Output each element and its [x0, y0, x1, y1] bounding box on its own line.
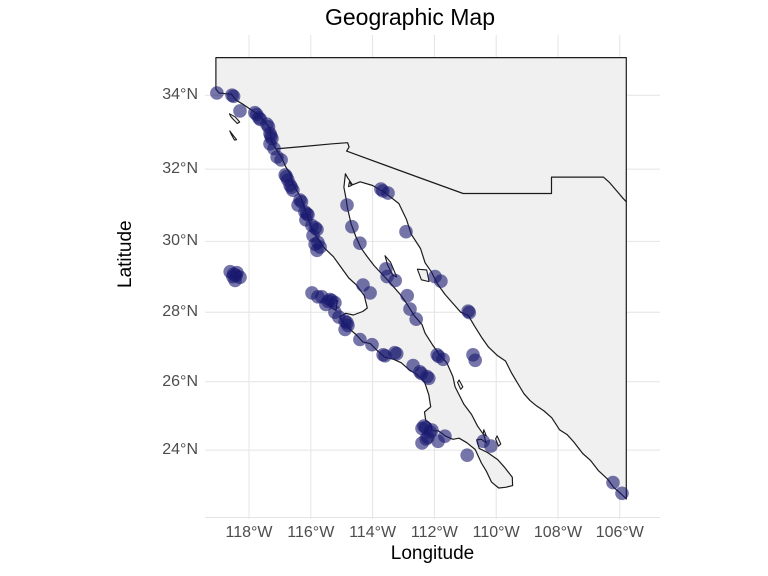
- island-santa_catalina: [228, 113, 241, 125]
- x-tick-label: 110°W: [472, 524, 520, 541]
- data-point: [606, 475, 620, 490]
- plot-title: Geographic Map: [324, 4, 496, 30]
- data-point: [353, 332, 367, 347]
- data-point: [389, 346, 404, 361]
- border-path: [275, 142, 627, 203]
- data-point: [365, 337, 379, 352]
- y-tick-label: 30°N: [162, 232, 198, 250]
- x-tick-label: 106°W: [595, 524, 644, 541]
- data-point: [484, 439, 498, 453]
- data-point: [399, 224, 413, 239]
- data-point: [415, 436, 429, 450]
- y-axis-title: Latitude: [115, 220, 137, 288]
- data-point: [345, 219, 359, 234]
- data-point: [226, 89, 241, 104]
- y-tick-label: 34°N: [162, 86, 198, 104]
- data-point: [381, 186, 395, 200]
- data-point: [388, 273, 403, 288]
- y-tick-label: 32°N: [162, 160, 198, 178]
- data-point: [422, 371, 436, 386]
- island-montague: [347, 181, 353, 188]
- x-tick-label: 118°W: [225, 524, 273, 541]
- data-point: [286, 183, 300, 197]
- y-tick-label: 24°N: [162, 441, 198, 459]
- data-point: [274, 153, 288, 167]
- island-tiburon: [416, 268, 430, 283]
- us-mexico-border-line: [275, 142, 627, 203]
- data-point: [615, 486, 629, 501]
- x-axis-title: Longitude: [390, 543, 475, 564]
- y-axis-title-text: Latitude: [115, 220, 136, 288]
- data-point: [409, 312, 424, 327]
- data-point: [353, 236, 367, 250]
- data-point: [460, 448, 475, 463]
- island-cerralvo: [495, 435, 502, 447]
- data-point: [210, 86, 224, 100]
- x-tick-label: 116°W: [287, 524, 335, 541]
- data-point: [468, 353, 483, 368]
- data-point: [434, 274, 448, 289]
- y-tick-label: 26°N: [162, 372, 198, 390]
- data-point: [400, 288, 415, 303]
- data-point: [403, 302, 417, 316]
- map-panel: [205, 35, 660, 519]
- island-carmen: [457, 379, 464, 390]
- data-point: [462, 305, 477, 320]
- y-tick-label: 28°N: [162, 303, 198, 321]
- data-point: [229, 268, 243, 283]
- data-point: [356, 278, 370, 292]
- data-point: [319, 297, 333, 312]
- data-point: [233, 104, 247, 118]
- scatter-points: [210, 86, 629, 501]
- data-point: [438, 429, 452, 444]
- data-point: [338, 322, 352, 337]
- data-point: [340, 198, 354, 212]
- x-tick-label: 114°W: [349, 524, 397, 541]
- data-point: [310, 243, 324, 258]
- x-tick-label: 112°W: [410, 524, 458, 541]
- x-tick-label: 108°W: [533, 524, 583, 541]
- island-san_clemente: [229, 130, 238, 141]
- data-point: [436, 352, 450, 367]
